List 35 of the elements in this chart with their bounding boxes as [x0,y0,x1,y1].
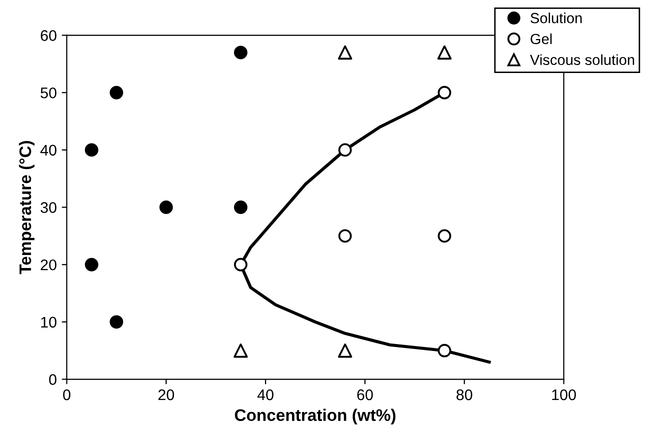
x-tick-label: 80 [456,389,472,400]
point [234,200,248,214]
y-tick-label: 20 [40,259,56,270]
y-tick-label: 0 [49,374,56,385]
legend-label: Gel [530,33,552,44]
point [110,86,124,100]
point [338,143,352,157]
y-tick-label: 60 [40,30,56,41]
point [234,258,248,272]
y-tick-label: 10 [41,316,56,328]
point [437,45,452,60]
y-tick-label: 40 [40,144,56,156]
x-tick-label: 40 [257,389,274,400]
y-axis-title: Temperature (°C) [18,141,34,274]
point [338,45,352,60]
point [110,315,124,329]
y-tick-label: 50 [40,87,56,98]
point [338,343,352,358]
legend-label: Solution [530,12,582,24]
point [438,86,452,100]
x-tick-label: 20 [158,389,174,400]
point [438,344,452,358]
point [234,46,248,60]
y-tick-label: 30 [40,202,56,213]
x-axis-title: Concentration (wt%) [234,408,396,424]
x-tick-label: 0 [63,389,70,400]
point [234,343,248,358]
point [84,258,98,272]
x-tick-label: 100 [552,389,576,400]
x-tick-label: 60 [357,389,373,400]
point [338,229,352,243]
point [84,143,98,157]
point [159,200,173,214]
point [438,229,452,243]
legend-label: Viscous solution [530,54,634,66]
